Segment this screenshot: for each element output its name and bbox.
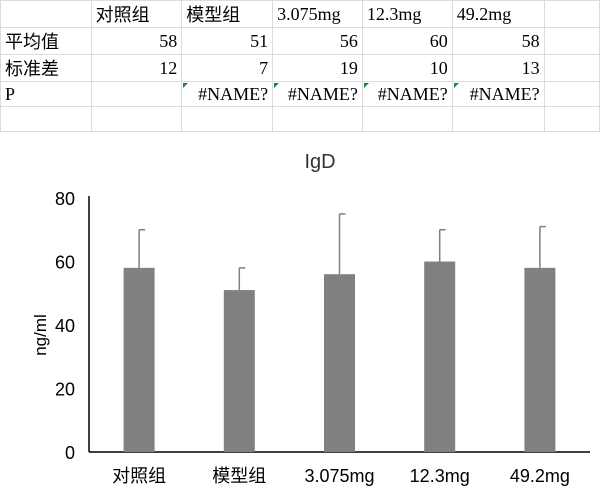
table-header-row: 对照组 模型组 3.075mg 12.3mg 49.2mg [0,0,600,28]
table-cell[interactable]: 7 [181,54,274,82]
table-cell[interactable] [90,81,183,107]
table-cell[interactable]: 51 [181,27,274,55]
y-tick-label: 80 [55,189,75,209]
table-cell[interactable] [543,54,600,82]
header-cell[interactable]: 模型组 [181,0,274,28]
table-cell[interactable]: 12 [90,54,183,82]
row-label[interactable]: 标准差 [0,54,92,82]
x-tick-label: 模型组 [212,466,266,486]
y-tick-label: 60 [55,253,75,273]
table-cell[interactable] [0,0,92,28]
header-cell[interactable]: 49.2mg [451,0,545,28]
row-label[interactable]: P [0,81,92,107]
y-tick-label: 40 [55,316,75,336]
row-label[interactable]: 平均值 [0,27,92,55]
table-cell[interactable]: 60 [361,27,453,55]
bar [424,261,456,452]
bar [223,290,255,452]
data-table: 对照组 模型组 3.075mg 12.3mg 49.2mg 平均值 58 51 … [0,0,600,132]
chart-title: IgD [304,151,335,173]
table-cell[interactable] [451,106,545,132]
table-cell[interactable] [272,106,363,132]
table-cell[interactable]: #NAME? [272,81,363,107]
table-cell[interactable]: 13 [451,54,545,82]
table-cell[interactable]: 58 [90,27,183,55]
table-cell[interactable]: 19 [272,54,363,82]
x-tick-label: 49.2mg [510,466,570,486]
table-cell[interactable] [0,106,92,132]
y-axis-label: ng/ml [31,314,50,356]
x-tick-label: 3.075mg [304,466,374,486]
x-tick-label: 对照组 [112,466,166,486]
bar [524,267,556,452]
bar [324,274,355,452]
header-cell[interactable]: 12.3mg [361,0,453,28]
table-cell[interactable]: #NAME? [451,81,545,107]
header-cell[interactable]: 3.075mg [272,0,363,28]
table-row: 标准差 12 7 19 10 13 [0,54,600,82]
table-cell[interactable]: #NAME? [181,81,274,107]
table-cell[interactable] [543,81,600,107]
table-cell[interactable]: 58 [451,27,545,55]
table-cell[interactable]: #NAME? [361,81,453,107]
table-cell[interactable]: 56 [272,27,363,55]
table-cell[interactable] [543,27,600,55]
table-cell[interactable] [181,106,274,132]
table-cell[interactable]: 10 [361,54,453,82]
table-cell[interactable] [90,106,183,132]
bar [123,267,155,452]
table-cell[interactable] [361,106,453,132]
table-cell[interactable] [543,106,600,132]
bar-chart: IgD ng/ml 0 20 40 60 80 对照组 模型组 3.075mg 12.3mg 49… [31,151,590,486]
x-tick-label: 12.3mg [410,466,470,486]
table-row [0,106,600,132]
table-row: P #NAME? #NAME? #NAME? #NAME? [0,81,600,107]
table-row: 平均值 58 51 56 60 58 [0,27,600,55]
table-cell[interactable] [543,0,600,28]
y-tick-label: 20 [55,380,75,400]
y-tick-label: 0 [65,443,75,463]
header-cell[interactable]: 对照组 [90,0,183,28]
